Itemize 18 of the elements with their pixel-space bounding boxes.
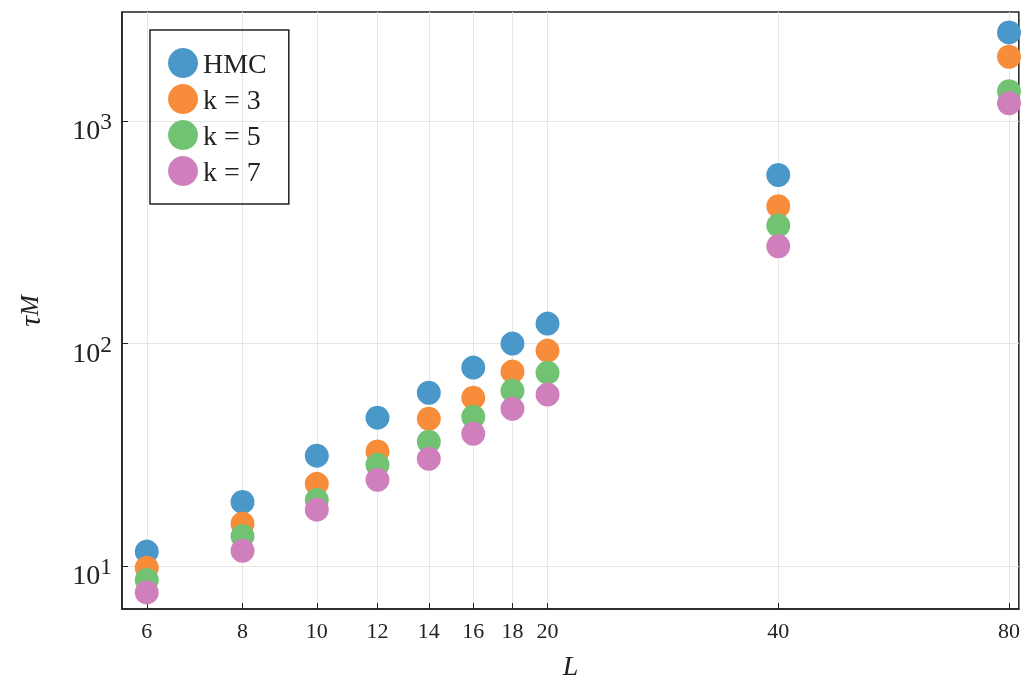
y-tick-label: 10$^{2}$ xyxy=(72,329,112,369)
legend-label: HMC xyxy=(203,47,267,79)
x-tick-label: 6 xyxy=(141,617,153,643)
x-tick-label: 18 xyxy=(501,617,524,643)
x-tick-label: 14 xyxy=(417,617,440,643)
x-tick-label: 10 xyxy=(305,617,328,643)
x-tick-label: 20 xyxy=(536,617,559,643)
x-tick-label: 8 xyxy=(237,617,249,643)
x-tick-label: 16 xyxy=(462,617,485,643)
legend-label: k = 3 xyxy=(203,83,261,115)
x-axis-title: L xyxy=(561,649,579,681)
y-tick-label: 10$^{1}$ xyxy=(72,551,112,592)
x-tick-label: 12 xyxy=(366,617,389,643)
legend-label: k = 5 xyxy=(203,119,261,151)
y-tick-label: 10$^{3}$ xyxy=(72,107,112,147)
x-tick-label: 40 xyxy=(767,617,790,643)
legend-label: k = 7 xyxy=(203,155,261,187)
x-tick-label: 80 xyxy=(998,617,1020,643)
